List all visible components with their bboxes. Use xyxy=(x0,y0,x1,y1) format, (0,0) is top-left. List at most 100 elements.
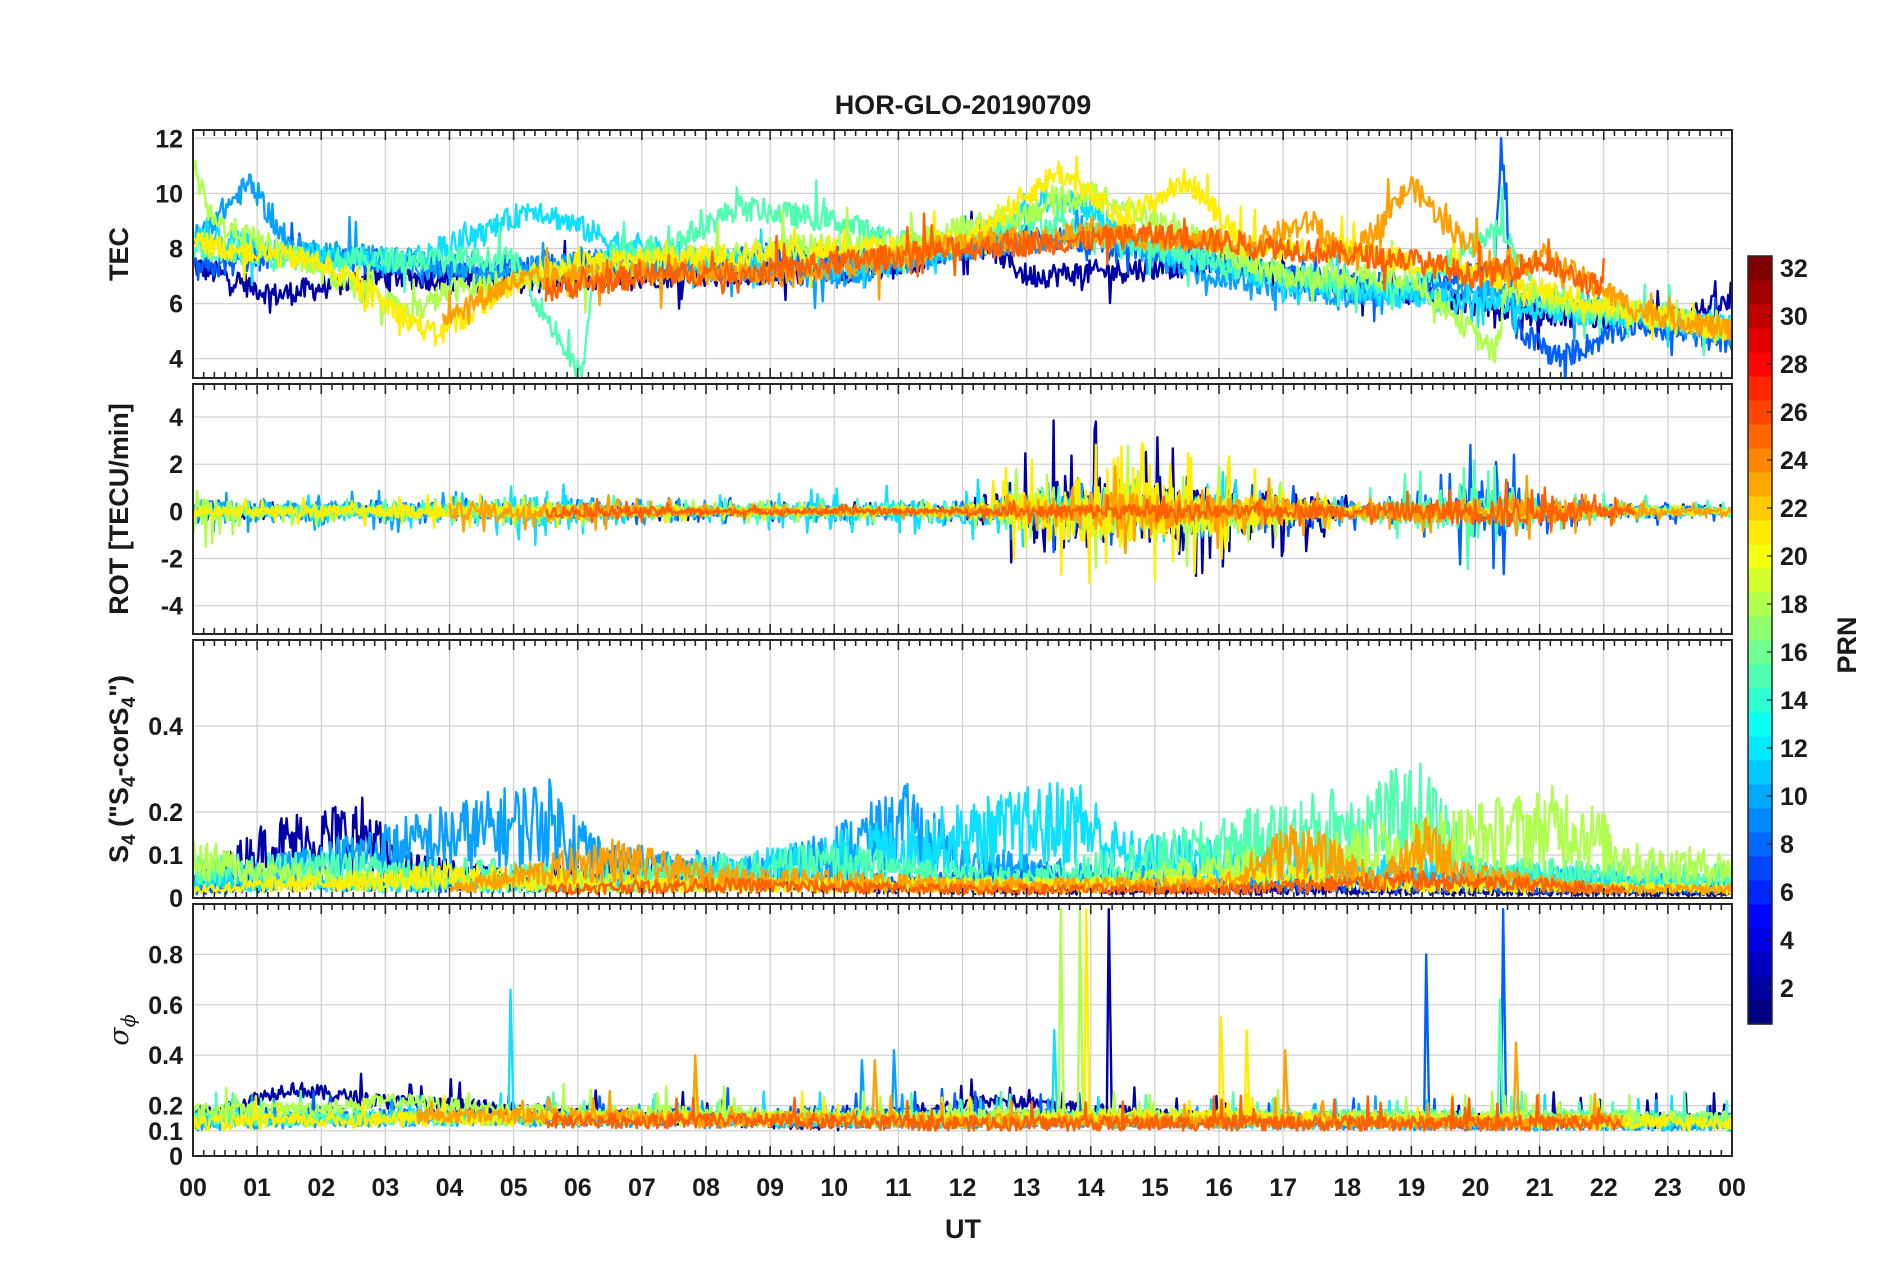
y-tick-label-tec: 12 xyxy=(155,125,183,153)
y-axis-label-sigma: σϕ xyxy=(104,1014,140,1045)
sigma-spike-prn-12 xyxy=(507,988,515,1119)
series-prn-20-tec xyxy=(193,155,1732,347)
x-tick-label: 02 xyxy=(307,1174,335,1202)
y-axis-label-s4: S4 ("S4-corS4") xyxy=(104,675,140,863)
colorbar-tick-label: 22 xyxy=(1780,495,1808,523)
colorbar-tick-label: 2 xyxy=(1780,975,1794,1003)
x-tick-label: 01 xyxy=(243,1174,271,1202)
y-axis-label-part: 4 xyxy=(119,696,140,707)
x-tick-label: 21 xyxy=(1526,1174,1554,1202)
x-tick-label: 06 xyxy=(564,1174,592,1202)
y-tick-label-tec: 6 xyxy=(169,291,183,319)
sigma-spike-prn-20 xyxy=(1083,907,1091,1119)
x-tick-label: 17 xyxy=(1269,1174,1297,1202)
colorbar-segment xyxy=(1748,616,1772,641)
y-axis-label-part: -corS xyxy=(104,707,134,776)
y-tick-label-s4: 0.1 xyxy=(148,842,183,870)
colorbar-label: PRN xyxy=(1832,616,1862,673)
colorbar-tick-label: 28 xyxy=(1780,351,1808,379)
x-axis-label: UT xyxy=(945,1214,981,1244)
sigma-spike-prn-9 xyxy=(890,1048,899,1119)
colorbar-segment xyxy=(1748,568,1772,593)
traces-tec xyxy=(193,136,1732,378)
x-tick-label: 03 xyxy=(371,1174,399,1202)
panel-sigma: 00.10.2 0.4 0.6 0.8 σϕ xyxy=(104,903,1733,1171)
y-axis-label-part: ϕ xyxy=(118,1014,140,1027)
sigma-spike-prn-6 xyxy=(1423,953,1431,1119)
x-tick-label: 14 xyxy=(1077,1174,1105,1202)
colorbar-segment xyxy=(1748,856,1772,881)
colorbar-segment xyxy=(1748,424,1772,449)
y-axis-label-part: ") xyxy=(104,675,134,697)
y-axis-label-part: σ xyxy=(104,1026,135,1046)
y-tick-label-rot: -4 xyxy=(161,593,183,621)
series-prn-24-rot xyxy=(544,478,1637,531)
colorbar-segment xyxy=(1748,952,1772,977)
x-tick-label: 07 xyxy=(628,1174,656,1202)
colorbar-segment xyxy=(1748,712,1772,737)
x-tick-label: 10 xyxy=(820,1174,848,1202)
x-tick-label: 00 xyxy=(1718,1174,1746,1202)
colorbar-tick-label: 24 xyxy=(1780,447,1808,475)
x-tick-label: 19 xyxy=(1397,1174,1425,1202)
x-tick-label: 20 xyxy=(1462,1174,1490,1202)
colorbar-tick-label: 32 xyxy=(1780,255,1808,283)
y-tick-label-sigma: 0.4 xyxy=(148,1042,183,1070)
colorbar-segment xyxy=(1748,328,1772,353)
sigma-spike-prn-20 xyxy=(1243,1028,1251,1119)
sigma-spike-prn-22 xyxy=(1512,1041,1521,1119)
colorbar-segment xyxy=(1748,904,1772,929)
series-prn-24-tec xyxy=(544,212,1605,302)
y-tick-label-sigma: 0.2 xyxy=(148,1093,183,1121)
colorbar-segment xyxy=(1748,664,1772,689)
colorbar-frame xyxy=(1747,255,1773,1025)
x-tick-label: 08 xyxy=(692,1174,720,1202)
y-axis-label-part: 4 xyxy=(119,834,140,845)
series-prn-22-tec xyxy=(441,176,1732,340)
x-tick-label: 18 xyxy=(1333,1174,1361,1202)
y-tick-label-rot: 4 xyxy=(169,404,183,432)
sigma-spike-prn-17 xyxy=(1057,907,1065,1119)
colorbar-tick-label: 14 xyxy=(1780,687,1808,715)
y-tick-label-rot: -2 xyxy=(161,546,183,574)
colorbar-segment xyxy=(1748,520,1772,545)
series-prn-24-sigma xyxy=(544,1094,1624,1132)
y-tick-label-s4: 0 xyxy=(169,885,183,913)
x-tick-label: 05 xyxy=(500,1174,528,1202)
x-tick-label: 13 xyxy=(1013,1174,1041,1202)
colorbar-tick-label: 6 xyxy=(1780,879,1794,907)
x-tick-label: 22 xyxy=(1590,1174,1618,1202)
sigma-spike-prn-12 xyxy=(1051,1028,1059,1119)
y-axis-label-tec: TEC xyxy=(104,227,134,281)
x-tick-label: 12 xyxy=(949,1174,977,1202)
colorbar-tick-label: 12 xyxy=(1780,735,1808,763)
colorbar-segment xyxy=(1748,808,1772,833)
y-tick-label-s4: 0.2 xyxy=(148,799,183,827)
sigma-spike-prn-15 xyxy=(1496,998,1505,1119)
sigma-spike-prn-2 xyxy=(1105,907,1113,1119)
y-tick-label-tec: 8 xyxy=(169,235,183,263)
colorbar-tick-label: 18 xyxy=(1780,591,1808,619)
colorbar-segment xyxy=(1748,760,1772,785)
x-tick-label: 15 xyxy=(1141,1174,1169,1202)
colorbar-tick-label: 8 xyxy=(1780,831,1794,859)
colorbar-tick-label: 30 xyxy=(1780,303,1808,331)
traces-rot xyxy=(193,419,1732,585)
x-tick-label: 23 xyxy=(1654,1174,1682,1202)
x-tick-label: 16 xyxy=(1205,1174,1233,1202)
colorbar-segment xyxy=(1748,376,1772,401)
colorbar-segment xyxy=(1748,280,1772,305)
y-tick-label-sigma: 0.6 xyxy=(148,992,183,1020)
colorbar-tick-label: 16 xyxy=(1780,639,1808,667)
colorbar-tick-label: 10 xyxy=(1780,783,1808,811)
y-axis-label-part: 4 xyxy=(119,776,140,787)
y-axis-label-rot: ROT [TECU/min] xyxy=(104,403,134,614)
x-tick-label: 04 xyxy=(436,1174,464,1202)
y-tick-label-tec: 10 xyxy=(155,180,183,208)
traces-sigma xyxy=(193,907,1732,1132)
y-tick-label-rot: 0 xyxy=(169,498,183,526)
y-tick-label-sigma: 0.1 xyxy=(148,1118,183,1146)
